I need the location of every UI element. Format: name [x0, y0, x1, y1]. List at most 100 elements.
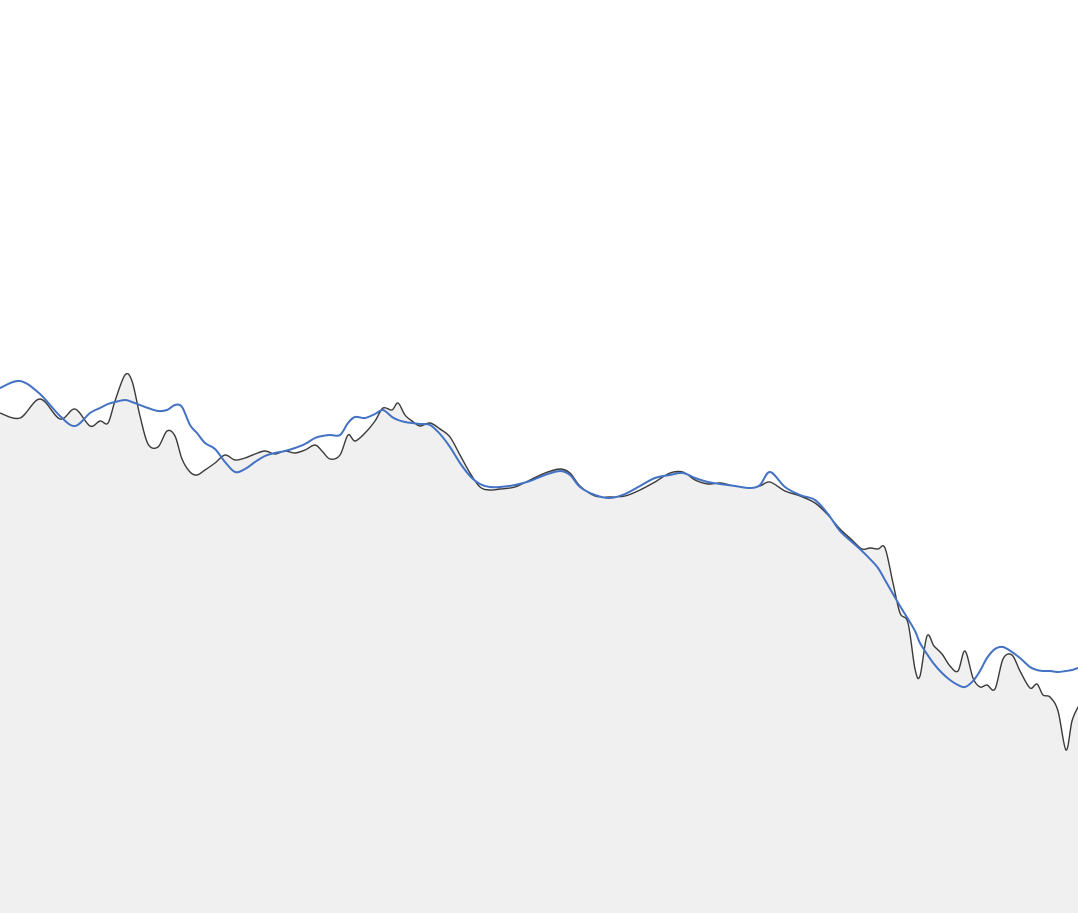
data-point [926, 635, 928, 637]
data-point [972, 677, 974, 679]
data-point [254, 453, 256, 455]
data-point [131, 380, 133, 382]
data-point [609, 497, 611, 499]
data-point [869, 558, 871, 560]
data-point [964, 650, 966, 652]
data-point [89, 412, 91, 414]
data-point [364, 432, 366, 434]
data-point [439, 428, 441, 430]
data-point [949, 679, 951, 681]
data-point [869, 547, 871, 549]
data-point [639, 485, 641, 487]
data-point [459, 454, 461, 456]
data-point [979, 686, 981, 688]
data-point [244, 468, 246, 470]
data-point [124, 399, 126, 401]
data-point [986, 657, 988, 659]
data-point [244, 457, 246, 459]
data-point [682, 472, 684, 474]
data-point [397, 402, 399, 404]
data-point [694, 479, 696, 481]
data-point [224, 461, 226, 463]
data-point [994, 648, 996, 650]
data-point [994, 688, 996, 690]
data-point [234, 459, 236, 461]
data-point [884, 547, 886, 549]
data-point [839, 530, 841, 532]
data-point [899, 605, 901, 607]
data-point [919, 675, 921, 677]
data-point [19, 417, 21, 419]
data-point [181, 406, 183, 408]
data-point [264, 455, 266, 457]
data-point [39, 393, 41, 395]
data-point [694, 477, 696, 479]
data-point [669, 472, 671, 474]
data-point [851, 539, 853, 541]
data-point [419, 425, 421, 427]
data-point [907, 618, 909, 620]
data-point [1036, 669, 1038, 671]
data-point [1029, 666, 1031, 668]
data-point [304, 443, 306, 445]
data-point [214, 462, 216, 464]
data-point [382, 409, 384, 411]
data-point [139, 415, 141, 417]
data-point [851, 541, 853, 543]
data-point [1071, 720, 1073, 722]
data-point [304, 449, 306, 451]
data-point [391, 409, 393, 411]
data-point [39, 398, 41, 400]
data-point [479, 483, 481, 485]
data-point [654, 481, 656, 483]
data-point [131, 401, 133, 403]
data-point [529, 480, 531, 482]
data-point [1036, 683, 1038, 685]
data-point [941, 653, 943, 655]
chart-marks [0, 372, 1078, 913]
data-point [374, 420, 376, 422]
data-point [926, 653, 928, 655]
data-point [157, 446, 159, 448]
data-point [899, 612, 901, 614]
data-point [19, 380, 21, 382]
data-point [514, 484, 516, 486]
data-point [914, 630, 916, 632]
data-point [114, 401, 116, 403]
data-point [74, 425, 76, 427]
data-point [459, 462, 461, 464]
data-point [479, 486, 481, 488]
data-point [489, 486, 491, 488]
data-point [799, 494, 801, 496]
data-point [594, 494, 596, 496]
data-point [382, 407, 384, 409]
data-point [139, 404, 141, 406]
data-point [329, 458, 331, 460]
data-point [884, 579, 886, 581]
data-point [214, 448, 216, 450]
data-point [877, 567, 879, 569]
data-point [839, 528, 841, 530]
data-point [397, 419, 399, 421]
data-point [957, 670, 959, 672]
data-point [284, 450, 286, 452]
data-point [544, 472, 546, 474]
data-point [124, 374, 126, 376]
data-point [1042, 694, 1044, 696]
data-point [274, 452, 276, 454]
data-point [669, 474, 671, 476]
data-point [1057, 671, 1059, 673]
data-point [569, 472, 571, 474]
data-point [914, 668, 916, 670]
data-point [1071, 669, 1073, 671]
data-point [107, 422, 109, 424]
data-point [411, 422, 413, 424]
data-point [411, 420, 413, 422]
data-point [919, 642, 921, 644]
data-point [196, 474, 198, 476]
data-point [1049, 696, 1051, 698]
data-point [1019, 670, 1021, 672]
data-point [419, 423, 421, 425]
data-point [654, 477, 656, 479]
data-point [499, 486, 501, 488]
